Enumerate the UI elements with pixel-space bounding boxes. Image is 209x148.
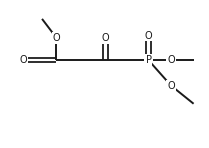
Text: O: O — [167, 81, 175, 91]
Text: O: O — [145, 31, 152, 41]
Text: O: O — [167, 55, 175, 65]
Text: O: O — [52, 33, 60, 43]
Text: O: O — [102, 33, 109, 43]
Text: O: O — [20, 55, 27, 65]
Text: P: P — [145, 55, 152, 65]
